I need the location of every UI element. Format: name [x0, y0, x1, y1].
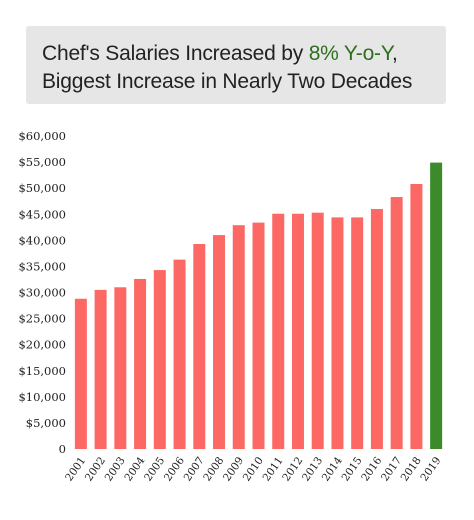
bar-2009	[232, 225, 245, 449]
x-tick-label: 2016	[359, 455, 384, 484]
x-tick-label: 2002	[83, 455, 108, 484]
bar-2013	[311, 212, 324, 449]
y-tick-label: $55,000	[18, 155, 66, 169]
y-tick-label: $15,000	[18, 364, 66, 378]
bar-2006	[173, 259, 186, 449]
y-tick-label: $5,000	[26, 416, 66, 430]
bar-2011	[272, 213, 285, 449]
y-tick-label: $30,000	[18, 286, 66, 300]
y-tick-label: $60,000	[18, 129, 66, 143]
x-tick-label: 2006	[162, 455, 187, 484]
bar-2004	[134, 278, 147, 449]
bar-2019	[430, 162, 443, 450]
y-tick-label: $45,000	[18, 207, 66, 221]
x-tick-label: 2017	[379, 455, 404, 484]
x-tick-label: 2019	[418, 455, 443, 484]
bar-2002	[94, 289, 107, 449]
bar-2014	[331, 217, 344, 449]
y-axis: 0 $5,000 $10,000 $15,000 $20,000 $25,000 $30,0…	[18, 129, 66, 456]
x-tick-label: 2008	[201, 455, 226, 484]
y-tick-label: $50,000	[18, 181, 66, 195]
bar-2003	[114, 287, 127, 449]
y-tick-label: $20,000	[18, 338, 66, 352]
title-suffix: ,	[391, 42, 398, 65]
bar-2005	[153, 270, 166, 449]
y-tick-label: $40,000	[18, 233, 66, 247]
x-tick-label: 2001	[63, 455, 88, 484]
title-highlight: 8% Y-o-Y	[308, 42, 392, 65]
x-tick-label: 2004	[122, 455, 147, 484]
x-tick-label: 2014	[320, 455, 345, 484]
bars	[74, 162, 443, 450]
bar-2016	[370, 209, 383, 449]
x-tick-label: 2018	[399, 455, 424, 484]
chart-title-line-2: Biggest Increase in Nearly Two Decades	[42, 70, 413, 93]
chart-title-box: Chef's Salaries Increased by 8% Y-o-Y, B…	[26, 26, 446, 104]
x-tick-label: 2012	[280, 455, 305, 484]
title-prefix: Chef's Salaries Increased by	[42, 42, 309, 65]
chart-title-line-1: Chef's Salaries Increased by 8% Y-o-Y,	[42, 40, 434, 68]
bar-2012	[291, 213, 304, 449]
y-tick-label: $25,000	[18, 312, 66, 326]
bar-2017	[390, 197, 403, 449]
bar-2015	[351, 217, 364, 449]
y-tick-label: $35,000	[18, 259, 66, 273]
x-tick-label: 2009	[221, 455, 246, 484]
x-tick-label: 2005	[142, 455, 167, 484]
bar-2008	[213, 235, 226, 449]
x-tick-label: 2011	[261, 455, 286, 484]
x-tick-label: 2013	[300, 455, 325, 484]
bar-2007	[193, 243, 206, 449]
x-tick-label: 2010	[241, 455, 266, 484]
y-tick-label: $10,000	[18, 390, 66, 404]
bar-2018	[410, 183, 423, 449]
bar-2010	[252, 222, 265, 449]
x-tick-label: 2007	[182, 455, 207, 484]
y-tick-label: 0	[59, 442, 66, 456]
x-axis: 2001200220032004200520062007200820092010…	[63, 455, 443, 484]
x-tick-label: 2003	[103, 455, 128, 484]
bar-2001	[74, 298, 87, 449]
x-tick-label: 2015	[339, 455, 364, 484]
